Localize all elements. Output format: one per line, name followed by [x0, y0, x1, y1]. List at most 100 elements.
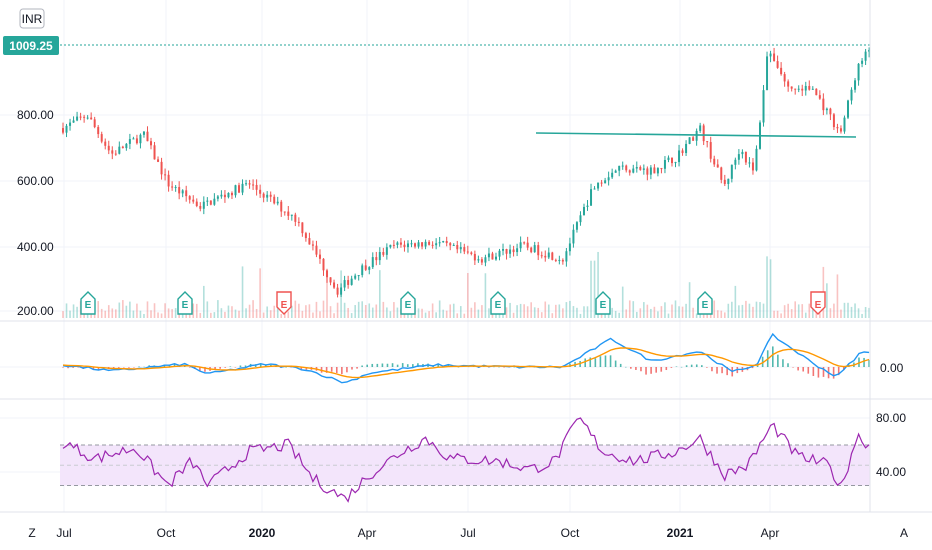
trendline[interactable] — [535, 132, 857, 138]
candle-body — [206, 200, 209, 202]
macd-histogram-bar — [234, 367, 237, 368]
candle-body — [153, 145, 156, 160]
candle-body — [699, 125, 702, 131]
volume-bar — [533, 307, 536, 318]
volume-bar — [537, 307, 540, 318]
volume-bar — [65, 303, 68, 318]
price-axis-ticks[interactable]: 800.00 600.00 400.00 200.00 — [17, 108, 54, 318]
volume-bar — [361, 301, 364, 318]
volume-bar — [333, 313, 335, 318]
volume-bar — [266, 306, 268, 318]
macd-pane[interactable] — [62, 332, 870, 384]
earnings-marker[interactable]: E — [595, 291, 611, 315]
volume-bar — [350, 313, 353, 318]
candle-body — [308, 238, 311, 245]
candle-body — [523, 242, 526, 244]
volume-bar — [160, 313, 163, 318]
volume-bar — [452, 303, 455, 318]
volume-bar — [220, 308, 223, 318]
rsi-tick-label: 40.00 — [876, 465, 906, 479]
time-tick-label: 2021 — [667, 526, 694, 540]
pane-separators[interactable] — [0, 0, 932, 513]
candle-body — [561, 259, 564, 262]
volume-bar — [576, 307, 578, 318]
candle-body — [290, 214, 293, 216]
candle-body — [146, 131, 149, 142]
macd-axis-ticks[interactable]: 0.00 — [880, 361, 904, 375]
volume-bar — [474, 302, 476, 318]
volume-bar — [69, 310, 71, 318]
volume-bar — [484, 273, 487, 318]
candle-body — [597, 182, 600, 189]
volume-bar — [336, 302, 339, 318]
earnings-marker[interactable]: E — [400, 291, 416, 315]
macd-histogram-bar — [771, 346, 774, 367]
macd-histogram-bar — [97, 367, 100, 370]
symbol-badge[interactable]: INR — [19, 8, 45, 29]
candle-body — [850, 89, 853, 101]
volume-bar — [526, 306, 529, 318]
earnings-marker[interactable]: E — [810, 291, 826, 315]
volume-bar — [755, 301, 758, 318]
volume-bar — [269, 310, 272, 318]
candle-body — [223, 194, 226, 198]
macd-histogram-bar — [138, 366, 140, 368]
time-axis-ticks[interactable]: Jul Oct 2020 Apr Jul Oct 2021 Apr — [56, 526, 779, 540]
volume-bar — [801, 304, 804, 318]
candle-body — [864, 51, 867, 61]
auto-scale-button[interactable]: A — [894, 522, 914, 542]
candle-body — [297, 221, 300, 223]
macd-histogram-bar — [863, 357, 865, 367]
rsi-axis-ticks[interactable]: 80.00 40.00 — [876, 411, 906, 479]
volume-bar — [199, 312, 202, 318]
candle-body — [491, 253, 494, 260]
zoom-button[interactable]: Z — [22, 522, 42, 542]
volume-bar — [305, 305, 307, 318]
macd-histogram-bar — [244, 365, 247, 367]
volume-bar — [569, 300, 571, 318]
earnings-marker[interactable]: E — [177, 291, 193, 315]
earnings-marker[interactable]: E — [80, 291, 96, 315]
candle-body — [498, 250, 501, 257]
candle-body — [769, 53, 772, 57]
volume-bar — [628, 300, 631, 318]
volume-bar — [815, 311, 818, 318]
volume-bar — [386, 307, 388, 318]
volume-bar — [111, 308, 114, 318]
macd-histogram-bar — [812, 367, 815, 376]
auto-scale-button-label: A — [900, 526, 908, 540]
volume-bar — [231, 306, 233, 318]
candle-body — [713, 158, 716, 165]
volume-bar — [657, 311, 659, 318]
earnings-marker[interactable]: E — [697, 291, 713, 315]
earnings-marker[interactable]: E — [276, 291, 292, 315]
macd-histogram-bar — [751, 367, 754, 369]
volume-bar — [716, 310, 719, 318]
volume-bar — [428, 311, 430, 318]
volume-bar — [76, 306, 78, 318]
volume-bar — [762, 303, 765, 318]
volume-bar — [826, 283, 828, 318]
candle-body — [459, 247, 462, 250]
volume-bar — [639, 308, 642, 318]
rsi-pane[interactable] — [60, 417, 870, 503]
candle-body — [69, 122, 72, 126]
candle-body — [216, 196, 219, 199]
macd-histogram-bar — [792, 367, 794, 368]
volume-bar — [790, 309, 793, 318]
earnings-marker[interactable]: E — [490, 291, 506, 315]
candle-body — [276, 201, 279, 204]
macd-histogram-bar — [62, 367, 64, 368]
macd-histogram-bar — [356, 367, 358, 369]
candle-body — [378, 252, 381, 261]
volume-bar — [421, 308, 423, 318]
candle-body — [403, 244, 406, 248]
candle-body — [709, 142, 712, 159]
volume-bar — [505, 307, 508, 318]
last-price-badge: 1009.25 — [3, 36, 59, 55]
volume-bar — [424, 312, 427, 318]
candle-body — [572, 229, 575, 244]
